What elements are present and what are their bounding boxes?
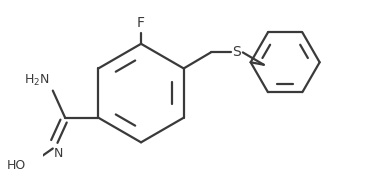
Text: HO: HO [6, 159, 26, 172]
Text: S: S [232, 45, 241, 59]
Text: F: F [137, 16, 145, 30]
Text: N: N [54, 147, 63, 160]
Text: H$_2$N: H$_2$N [23, 73, 49, 88]
